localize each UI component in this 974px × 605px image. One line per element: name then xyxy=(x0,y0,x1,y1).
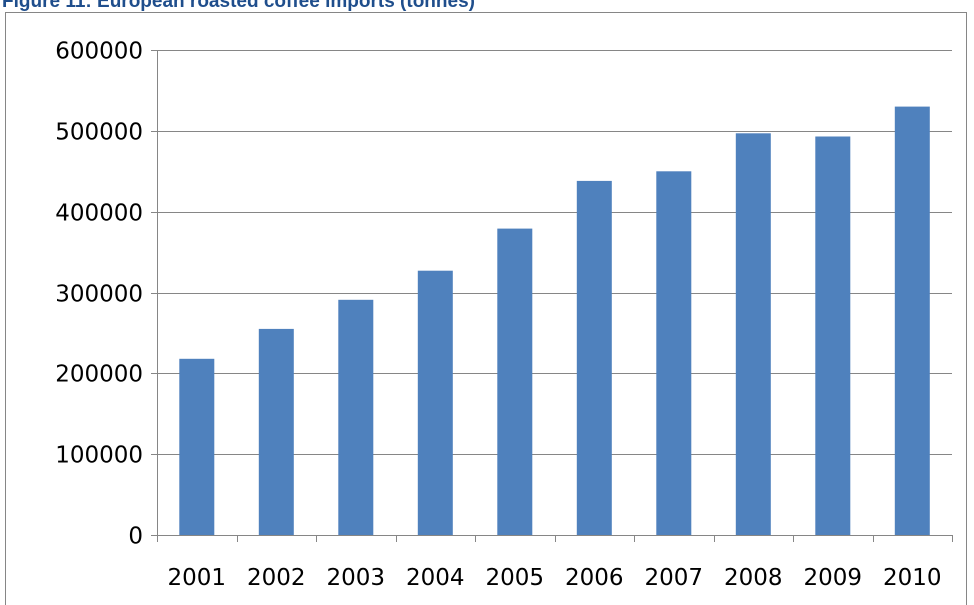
y-tick-label: 200000 xyxy=(55,362,143,388)
bar-2006 xyxy=(576,180,612,535)
bar-2004 xyxy=(417,270,453,535)
x-tick-label-2007: 2007 xyxy=(645,565,704,591)
y-tick-label: 300000 xyxy=(55,282,143,308)
x-tick-labels: 2001 2002 2003 2004 2005 2006 2007 2008 2009 2010 xyxy=(168,565,942,591)
bar-2003 xyxy=(338,299,374,535)
y-tick-label: 400000 xyxy=(55,201,143,227)
x-tick-label-2004: 2004 xyxy=(406,565,465,591)
bar-2007 xyxy=(656,171,692,536)
x-tick-label-2010: 2010 xyxy=(883,565,942,591)
bars xyxy=(179,106,930,536)
x-tick-label-2001: 2001 xyxy=(168,565,227,591)
bar-2002 xyxy=(258,328,294,535)
x-tick-label-2003: 2003 xyxy=(327,565,386,591)
bar-2001 xyxy=(179,358,215,535)
axes xyxy=(151,50,953,542)
y-tick-label: 100000 xyxy=(55,443,143,469)
x-tick-label-2009: 2009 xyxy=(804,565,863,591)
y-tick-label: 0 xyxy=(128,524,143,550)
figure-title: Figure 11: European roasted coffee impor… xyxy=(2,0,475,12)
bar-2008 xyxy=(735,133,771,536)
x-tick-label-2006: 2006 xyxy=(565,565,624,591)
x-tick-label-2008: 2008 xyxy=(724,565,783,591)
y-tick-label: 600000 xyxy=(55,39,143,65)
x-tick-label-2002: 2002 xyxy=(247,565,306,591)
bar-2010 xyxy=(894,106,930,535)
y-tick-labels: 0 100000 200000 300000 400000 500000 600000 xyxy=(55,39,143,550)
x-tick-label-2005: 2005 xyxy=(486,565,545,591)
y-tick-label: 500000 xyxy=(55,120,143,146)
bar-2009 xyxy=(815,136,851,535)
chart-frame xyxy=(5,12,967,605)
bar-2005 xyxy=(497,228,533,535)
